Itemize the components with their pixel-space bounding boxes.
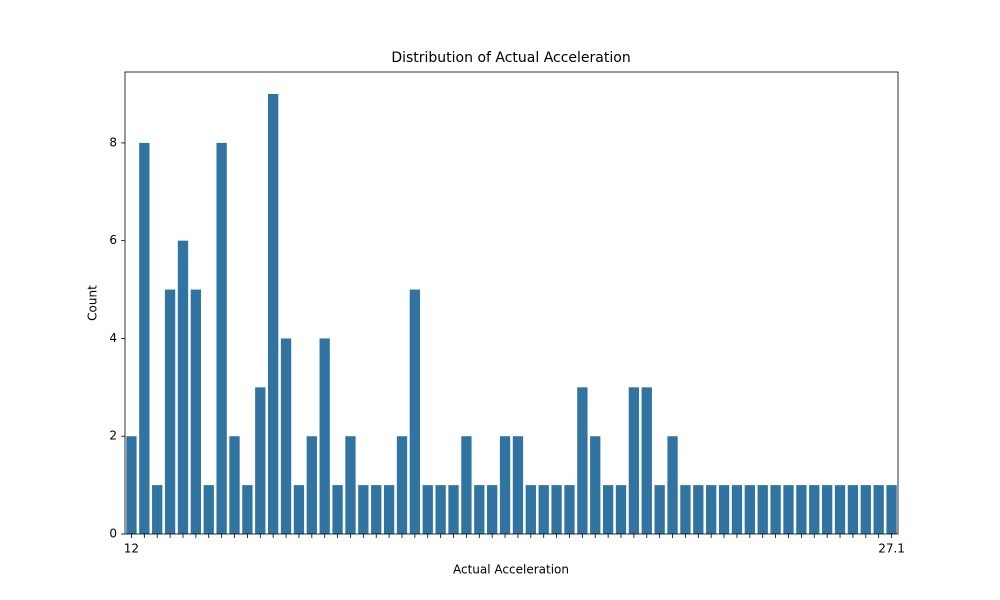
y-tick-label: 0 (109, 527, 117, 541)
bar (383, 485, 395, 534)
bar (409, 289, 421, 534)
bar (371, 485, 382, 534)
bar (667, 436, 678, 534)
bar (435, 485, 446, 534)
bar (615, 485, 627, 534)
bar (345, 436, 356, 534)
bar (847, 485, 859, 534)
bar (152, 485, 163, 534)
bar (577, 387, 588, 534)
bar (718, 485, 730, 534)
y-tick-label: 8 (109, 135, 117, 149)
bar (654, 485, 665, 534)
bar (216, 142, 227, 534)
bar (332, 485, 343, 534)
bar (512, 436, 524, 534)
bar (293, 485, 305, 534)
bar (229, 436, 240, 534)
bar (203, 485, 214, 534)
bar (525, 485, 536, 534)
bar (280, 338, 292, 534)
bar (306, 436, 317, 534)
y-tick-label: 2 (109, 429, 117, 443)
y-axis-label: Count (86, 285, 100, 321)
bar (783, 485, 794, 534)
bar (487, 485, 498, 534)
bar (693, 485, 704, 534)
bar (242, 485, 253, 534)
bar (268, 94, 279, 534)
x-tick-label: 12 (124, 542, 139, 556)
bar (770, 485, 781, 534)
bar (126, 436, 137, 534)
bar (139, 142, 150, 534)
bar (731, 485, 743, 534)
bar (538, 485, 549, 534)
bar (796, 485, 807, 534)
bar (448, 485, 459, 534)
bar (319, 338, 330, 534)
bar (873, 485, 884, 534)
bar (474, 485, 485, 534)
bar (358, 485, 369, 534)
y-tick-label: 6 (109, 233, 117, 247)
bar (190, 289, 202, 534)
bar (680, 485, 691, 534)
bar (255, 387, 266, 534)
bar (164, 289, 176, 534)
bar (641, 387, 652, 534)
bar (177, 240, 189, 534)
bar (860, 485, 871, 534)
x-tick-label: 27.1 (878, 542, 905, 556)
bar (551, 485, 562, 534)
bar (834, 485, 846, 534)
bar (886, 485, 897, 534)
bar (706, 485, 717, 534)
bar (757, 485, 768, 534)
bar (809, 485, 820, 534)
bar (396, 436, 408, 534)
bar (628, 387, 640, 534)
bar (602, 485, 614, 534)
bar (564, 485, 575, 534)
bar (590, 436, 601, 534)
bar (821, 485, 833, 534)
bar (461, 436, 472, 534)
x-axis-label: Actual Acceleration (453, 563, 569, 577)
chart-title: Distribution of Actual Acceleration (391, 50, 630, 66)
bar (422, 485, 433, 534)
plot-frame (124, 71, 899, 535)
bar (744, 485, 755, 534)
bar (499, 436, 511, 534)
y-tick-label: 4 (109, 331, 117, 345)
